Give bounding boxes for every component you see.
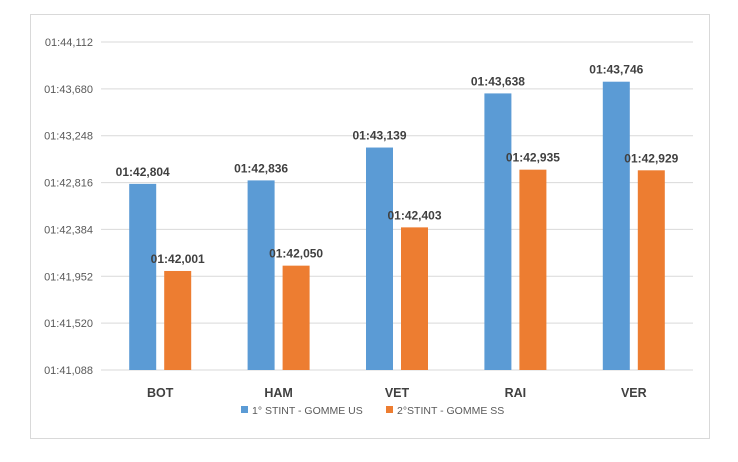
y-tick-label: 01:41,520 <box>44 318 93 330</box>
bar-vet-series-1 <box>366 147 393 370</box>
bar-chart: 01:41,088 01:41,520 01:41,952 01:42,384 01:4… <box>44 37 693 417</box>
bar-ham-series-2 <box>282 265 310 370</box>
data-label: 01:43,139 <box>352 129 406 143</box>
y-tick-label: 01:41,952 <box>44 271 93 283</box>
data-label: 01:42,804 <box>116 165 170 179</box>
legend-swatch <box>386 406 393 413</box>
x-tick-label: BOT <box>147 386 174 400</box>
data-label: 01:42,935 <box>506 151 560 165</box>
y-tick-label: 01:43,680 <box>44 84 93 96</box>
data-label: 01:42,050 <box>269 247 323 261</box>
x-axis-tick-labels: BOT HAM VET RAI VER <box>147 386 647 400</box>
y-tick-label: 01:41,088 <box>44 365 93 377</box>
grid-lines <box>101 41 693 371</box>
data-label: 01:43,746 <box>589 63 643 77</box>
x-tick-label: HAM <box>264 386 292 400</box>
legend-swatch <box>241 406 248 413</box>
y-tick-label: 01:43,248 <box>44 131 93 143</box>
y-tick-label: 01:42,384 <box>44 224 93 236</box>
bar-rai-series-1 <box>484 93 512 371</box>
bar-rai-series-2 <box>519 169 547 370</box>
bars <box>129 81 665 371</box>
data-label: 01:42,403 <box>387 208 441 222</box>
bar-vet-series-2 <box>401 227 428 370</box>
data-label: 01:42,929 <box>624 151 678 165</box>
bar-ver-series-2 <box>637 170 665 370</box>
bar-ham-series-1 <box>247 180 275 370</box>
legend: 1° STINT - GOMME US 2°STINT - GOMME SS <box>241 405 504 417</box>
y-axis-tick-labels: 01:41,088 01:41,520 01:41,952 01:42,384 01:4… <box>44 37 93 377</box>
data-label: 01:42,836 <box>234 161 288 175</box>
data-label: 01:42,001 <box>151 252 205 266</box>
y-tick-label: 01:44,112 <box>45 37 93 49</box>
legend-label: 2°STINT - GOMME SS <box>397 405 504 417</box>
data-label: 01:43,638 <box>471 74 525 88</box>
x-tick-label: RAI <box>505 386 527 400</box>
legend-label: 1° STINT - GOMME US <box>252 405 363 417</box>
bar-bot-series-2 <box>164 270 192 370</box>
x-tick-label: VER <box>621 386 647 400</box>
y-tick-label: 01:42,816 <box>44 178 93 190</box>
chart-frame: 01:41,088 01:41,520 01:41,952 01:42,384 01:4… <box>30 14 710 439</box>
bar-bot-series-1 <box>129 183 157 370</box>
x-tick-label: VET <box>385 386 410 400</box>
data-labels: 01:42,804 01:42,001 01:42,836 01:42,050 01:4… <box>116 63 679 266</box>
bar-ver-series-1 <box>602 81 630 370</box>
